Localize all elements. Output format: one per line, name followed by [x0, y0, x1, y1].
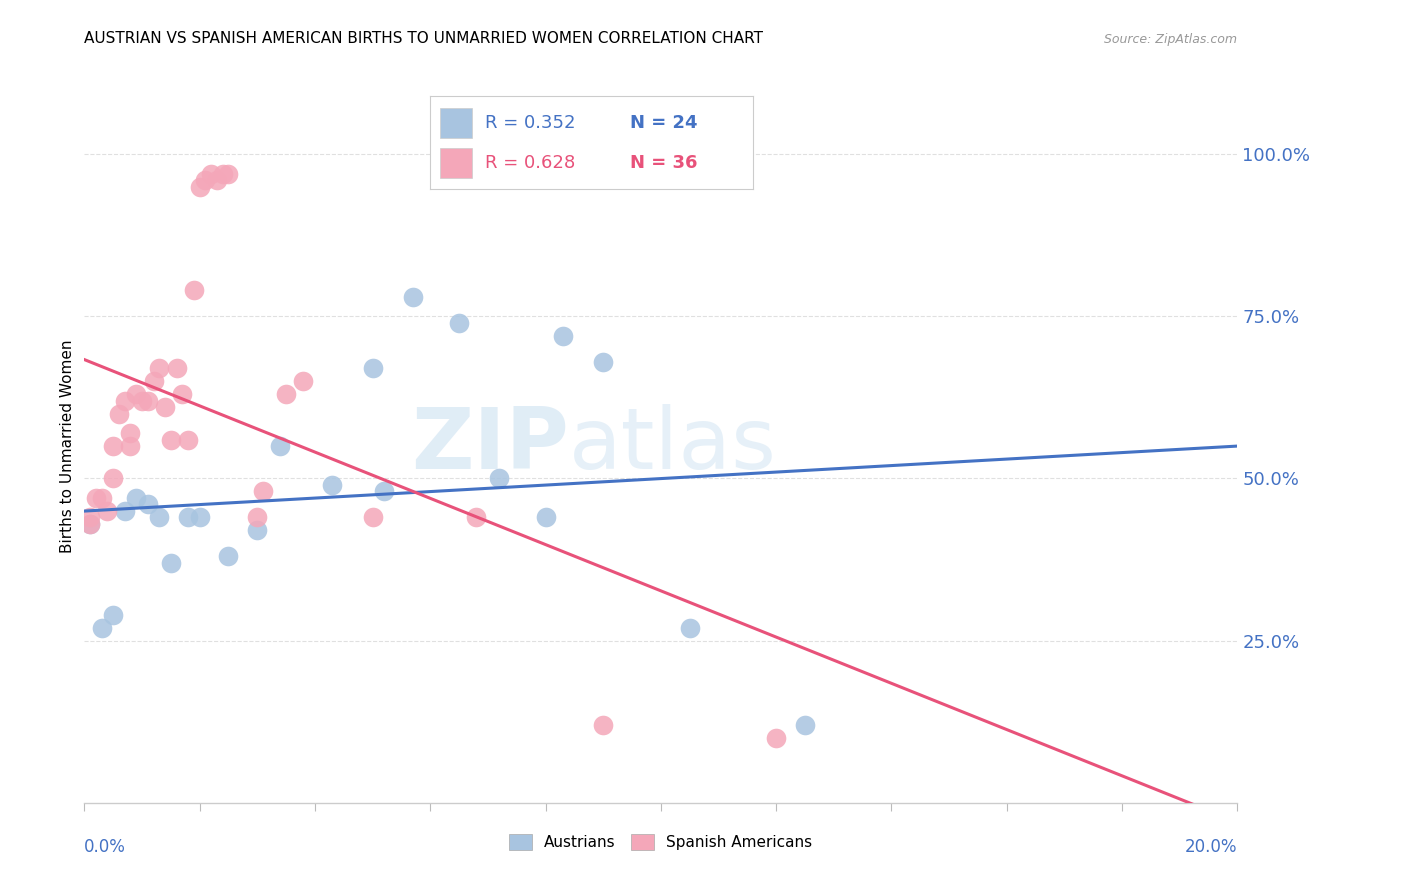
Point [794, 718, 817, 732]
Point [108, 407, 131, 421]
Text: 20.0%: 20.0% [1185, 838, 1237, 856]
Point [90, 621, 112, 635]
Point [361, 361, 384, 376]
Point [211, 167, 233, 181]
Point [136, 393, 159, 408]
Point [246, 510, 269, 524]
Point [114, 504, 136, 518]
Point [79, 516, 101, 531]
Point [194, 173, 217, 187]
Point [160, 556, 183, 570]
Point [252, 484, 274, 499]
Point [125, 387, 148, 401]
Point [402, 290, 425, 304]
Point [218, 167, 240, 181]
Point [321, 478, 343, 492]
Point [142, 374, 165, 388]
Point [292, 374, 315, 388]
Point [148, 510, 170, 524]
Point [103, 439, 124, 453]
Point [79, 516, 101, 531]
Point [183, 283, 205, 297]
Point [551, 328, 574, 343]
Point [188, 179, 211, 194]
Text: atlas: atlas [568, 404, 776, 488]
Point [103, 607, 124, 622]
Point [114, 393, 136, 408]
Point [166, 361, 188, 376]
Y-axis label: Births to Unmarried Women: Births to Unmarried Women [60, 339, 75, 553]
Point [79, 510, 101, 524]
Point [177, 433, 200, 447]
Point [592, 354, 614, 368]
Point [125, 491, 148, 505]
Point [160, 433, 183, 447]
Point [103, 471, 124, 485]
Point [218, 549, 240, 564]
Point [276, 387, 298, 401]
Point [153, 400, 176, 414]
Point [188, 510, 211, 524]
Point [465, 510, 488, 524]
Point [136, 497, 159, 511]
Text: AUSTRIAN VS SPANISH AMERICAN BIRTHS TO UNMARRIED WOMEN CORRELATION CHART: AUSTRIAN VS SPANISH AMERICAN BIRTHS TO U… [84, 31, 763, 46]
Point [177, 510, 200, 524]
Point [148, 361, 170, 376]
Point [131, 393, 153, 408]
Point [488, 471, 510, 485]
Point [120, 439, 142, 453]
Point [765, 731, 787, 745]
Point [90, 491, 112, 505]
Legend: Austrians, Spanish Americans: Austrians, Spanish Americans [501, 825, 821, 859]
Point [96, 504, 118, 518]
Text: ZIP: ZIP [411, 404, 568, 488]
Point [200, 167, 222, 181]
Text: 0.0%: 0.0% [84, 838, 127, 856]
Point [84, 491, 107, 505]
Text: Source: ZipAtlas.com: Source: ZipAtlas.com [1104, 33, 1237, 46]
Point [246, 524, 269, 538]
Point [534, 510, 557, 524]
Point [205, 173, 228, 187]
Point [373, 484, 395, 499]
Point [679, 621, 702, 635]
Point [172, 387, 194, 401]
Point [269, 439, 291, 453]
Point [449, 316, 471, 330]
Point [120, 425, 142, 440]
Point [361, 510, 384, 524]
Point [592, 718, 614, 732]
